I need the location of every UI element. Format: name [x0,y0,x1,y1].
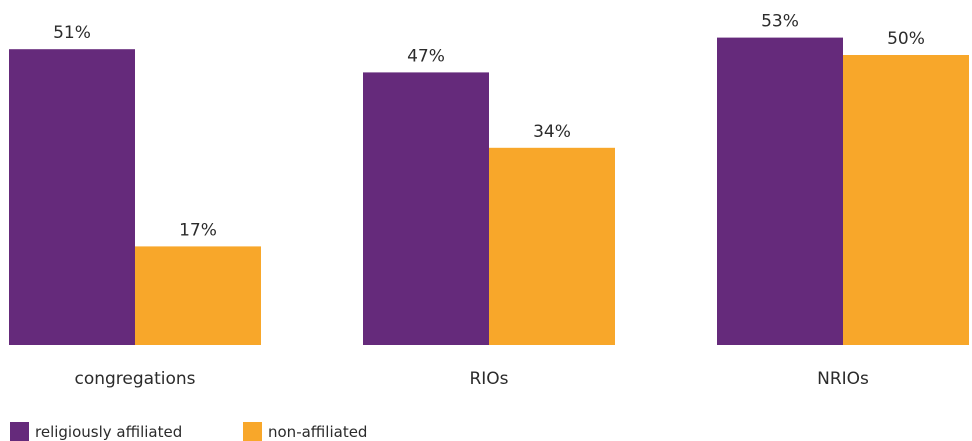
legend-label-affiliated: religiously affiliated [35,423,182,441]
legend-swatch-non-affiliated [243,422,262,441]
bar-congregations-affiliated [9,49,135,345]
bar-congregations-non-affiliated [135,246,261,345]
bar-nrios-affiliated [717,37,843,345]
value-label-rios-affiliated: 47% [407,46,445,66]
legend-swatch-affiliated [10,422,29,441]
bars [9,37,969,346]
bar-rios-non-affiliated [489,147,615,345]
value-label-rios-non-affiliated: 34% [533,122,571,142]
value-label-congregations-non-affiliated: 17% [179,220,217,240]
value-label-nrios-non-affiliated: 50% [887,29,925,49]
legend-label-non-affiliated: non-affiliated [268,423,367,441]
category-label-nrios: NRIOs [817,369,869,389]
value-labels: 51% 17% 47% 34% 53% 50% [53,12,925,241]
bar-nrios-non-affiliated [843,55,969,345]
category-labels: congregations RIOs NRIOs [74,369,869,389]
value-label-congregations-affiliated: 51% [53,23,91,43]
bar-rios-affiliated [363,72,489,346]
value-label-nrios-affiliated: 53% [761,12,799,32]
legend: religiously affiliated non-affiliated [10,422,367,441]
category-label-rios: RIOs [469,369,508,389]
category-label-congregations: congregations [74,369,195,389]
